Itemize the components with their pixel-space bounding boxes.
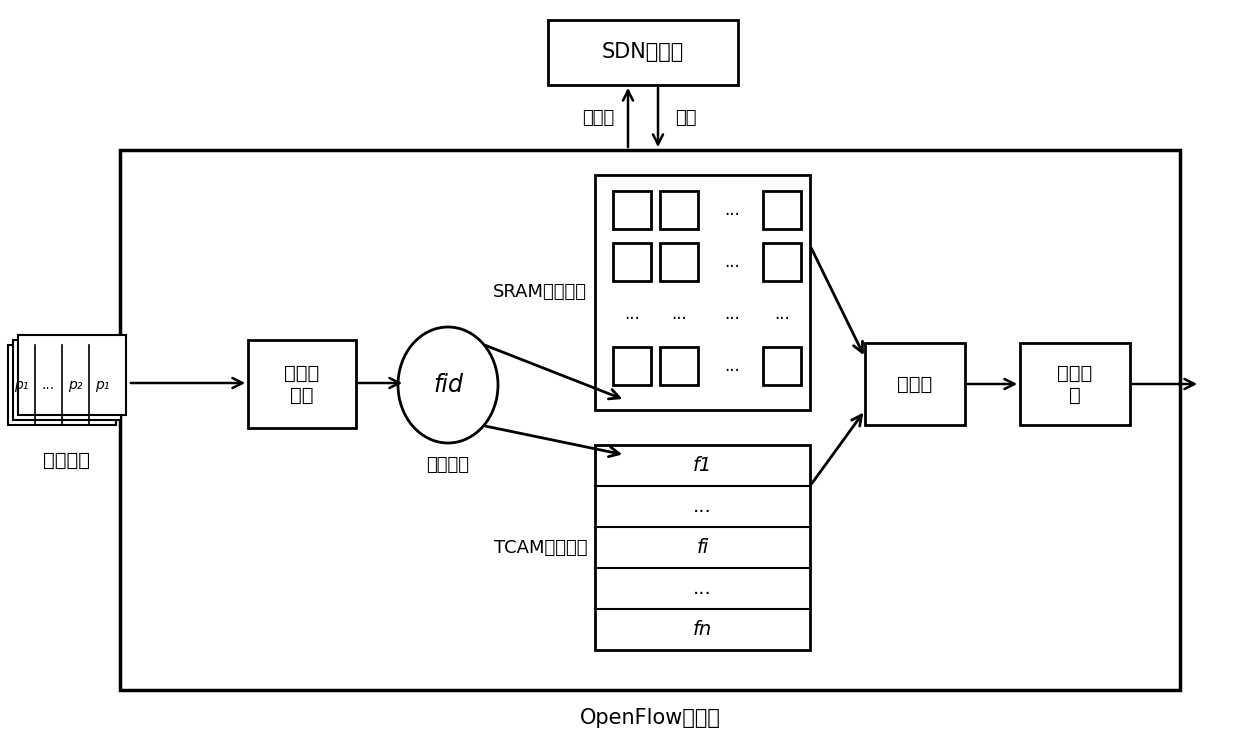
Text: ...: ... <box>693 579 712 598</box>
Bar <box>613 243 650 281</box>
Bar <box>7 345 116 425</box>
Bar <box>595 445 810 650</box>
Bar <box>1020 343 1130 425</box>
Text: TCAM通配流表: TCAM通配流表 <box>493 539 587 556</box>
Bar <box>248 340 356 428</box>
Bar <box>548 20 738 85</box>
Text: ...: ... <box>724 253 740 271</box>
Text: 头部域
解析: 头部域 解析 <box>285 363 320 404</box>
Bar <box>763 347 800 385</box>
Bar <box>120 150 1180 690</box>
Text: SRAM精确流表: SRAM精确流表 <box>493 284 587 301</box>
Bar <box>12 340 121 420</box>
Text: 更新: 更新 <box>675 109 696 127</box>
Bar <box>865 343 965 425</box>
Bar <box>595 175 810 410</box>
Bar <box>660 347 698 385</box>
Text: p₂: p₂ <box>68 378 82 392</box>
Text: fn: fn <box>693 620 712 639</box>
Text: ...: ... <box>774 305 790 323</box>
Text: f1: f1 <box>693 456 712 475</box>
Ellipse shape <box>398 327 498 443</box>
Text: p₁: p₁ <box>95 378 109 392</box>
Bar <box>613 347 650 385</box>
Text: ...: ... <box>724 201 740 219</box>
Text: 执行动
作: 执行动 作 <box>1057 363 1093 404</box>
Text: 仲裁器: 仲裁器 <box>897 374 933 393</box>
Bar <box>660 243 698 281</box>
Text: ...: ... <box>693 497 712 516</box>
Text: ...: ... <box>724 305 740 323</box>
Bar <box>19 335 126 415</box>
Bar <box>763 191 800 229</box>
Text: p₁: p₁ <box>14 378 28 392</box>
Text: OpenFlow交换机: OpenFlow交换机 <box>580 708 720 728</box>
Bar <box>660 191 698 229</box>
Text: fid: fid <box>432 373 463 397</box>
Bar <box>763 243 800 281</box>
Text: ...: ... <box>624 305 639 323</box>
Text: ...: ... <box>672 305 686 323</box>
Text: fi: fi <box>696 538 709 557</box>
Text: ...: ... <box>724 357 740 375</box>
Text: 包失配: 包失配 <box>582 109 615 127</box>
Text: 数据分组: 数据分组 <box>43 450 90 469</box>
Text: 流标识符: 流标识符 <box>426 456 470 474</box>
Text: SDN控制器: SDN控制器 <box>602 42 684 62</box>
Text: ...: ... <box>41 378 55 392</box>
Bar <box>613 191 650 229</box>
